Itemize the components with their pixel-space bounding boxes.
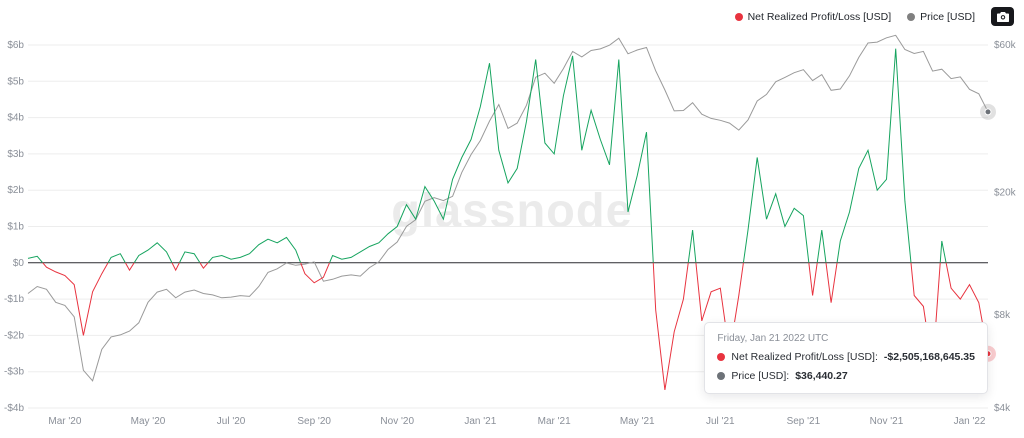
legend-dot-price xyxy=(907,12,916,21)
svg-text:$6b: $6b xyxy=(7,40,24,51)
svg-text:Jan '22: Jan '22 xyxy=(954,416,986,427)
svg-text:$4k: $4k xyxy=(994,403,1011,414)
svg-text:$20k: $20k xyxy=(994,187,1017,198)
camera-button[interactable] xyxy=(991,7,1014,26)
svg-text:$1b: $1b xyxy=(7,222,24,233)
price-line-series xyxy=(27,34,989,382)
svg-text:-$4b: -$4b xyxy=(4,403,24,414)
tooltip-label-price: Price [USD]: xyxy=(731,369,790,382)
camera-icon xyxy=(996,11,1009,22)
svg-text:Sep '20: Sep '20 xyxy=(297,416,331,427)
legend-dot-net-realized xyxy=(734,12,743,21)
legend-label-price: Price [USD] xyxy=(920,10,975,23)
legend-label-net-realized: Net Realized Profit/Loss [USD] xyxy=(747,10,892,23)
chart-legend: Net Realized Profit/Loss [USD] Price [US… xyxy=(734,7,1014,26)
svg-text:-$2b: -$2b xyxy=(4,330,24,341)
svg-text:Jul '20: Jul '20 xyxy=(217,416,246,427)
net-realized-line-positive xyxy=(27,48,947,263)
svg-text:$8k: $8k xyxy=(994,310,1011,321)
svg-text:Mar '20: Mar '20 xyxy=(48,416,81,427)
svg-text:May '20: May '20 xyxy=(131,416,166,427)
svg-text:$5b: $5b xyxy=(7,76,24,87)
x-axis-labels: Mar '20 May '20 Jul '20 Sep '20 Nov '20 Jan '… xyxy=(48,416,986,427)
legend-item-price[interactable]: Price [USD] xyxy=(907,11,975,23)
svg-text:-$1b: -$1b xyxy=(4,294,24,305)
tooltip-value-price: $36,440.27 xyxy=(795,369,848,382)
tooltip-value-net-realized: -$2,505,168,645.35 xyxy=(883,351,975,364)
tooltip-row-price: Price [USD]: $36,440.27 xyxy=(717,367,975,385)
svg-text:Mar '21: Mar '21 xyxy=(538,416,571,427)
svg-text:$3b: $3b xyxy=(7,149,24,160)
svg-text:$4b: $4b xyxy=(7,113,24,124)
tooltip-dot-price xyxy=(717,371,726,380)
svg-text:Sep '21: Sep '21 xyxy=(787,416,821,427)
svg-text:$0: $0 xyxy=(13,258,25,269)
right-axis-labels: $60k $20k $8k $4k xyxy=(994,40,1017,414)
tooltip-date: Friday, Jan 21 2022 UTC xyxy=(717,332,829,344)
net-realized-line-negative xyxy=(42,262,989,390)
svg-text:$60k: $60k xyxy=(994,40,1017,51)
tooltip: Friday, Jan 21 2022 UTC Net Realized Pro… xyxy=(704,321,988,394)
svg-text:May '21: May '21 xyxy=(620,416,655,427)
svg-text:Jan '21: Jan '21 xyxy=(464,416,496,427)
left-axis-labels: $6b $5b $4b $3b $2b $1b $0 -$1b -$2b -$3b -$4b xyxy=(4,40,24,414)
glassnode-watermark: glassnode xyxy=(391,183,633,237)
legend-item-net-realized[interactable]: Net Realized Profit/Loss [USD] xyxy=(734,10,892,23)
svg-text:Nov '21: Nov '21 xyxy=(870,416,904,427)
tooltip-dot-net-realized xyxy=(717,353,726,362)
svg-text:-$3b: -$3b xyxy=(4,367,24,378)
svg-text:Nov '20: Nov '20 xyxy=(380,416,414,427)
tooltip-row-net-realized: Net Realized Profit/Loss [USD]: -$2,505,… xyxy=(717,348,975,366)
tooltip-label-net-realized: Net Realized Profit/Loss [USD]: xyxy=(731,351,878,364)
svg-text:$2b: $2b xyxy=(7,185,24,196)
svg-text:Jul '21: Jul '21 xyxy=(706,416,735,427)
